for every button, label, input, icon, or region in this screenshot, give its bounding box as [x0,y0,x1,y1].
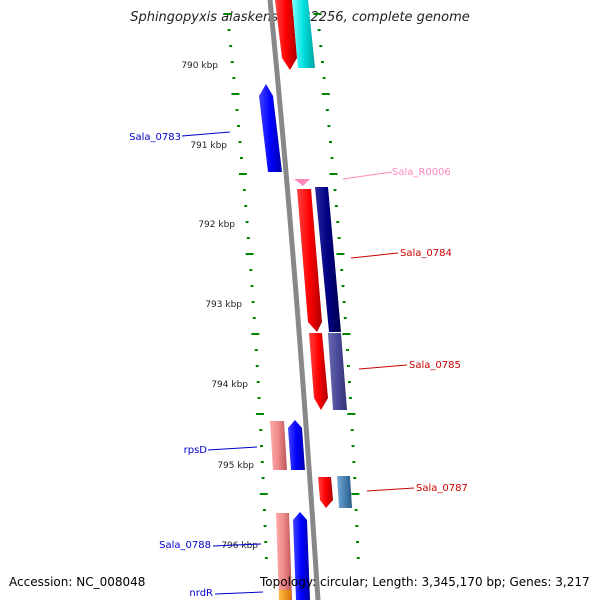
tick-ring-right [313,13,360,559]
ruler-label-793: 793 kbp [205,300,242,310]
gene-pale-red-2[interactable] [276,513,292,600]
gene-pale-red-1[interactable] [270,421,287,470]
gene-sala-0785-red[interactable] [309,333,328,410]
label-sala-0788[interactable]: Sala_0788 [159,540,211,551]
ruler-label-792: 792 kbp [198,220,235,230]
ruler: 790 kbp 791 kbp 792 kbp 793 kbp 794 kbp … [181,61,258,551]
label-sala-0785[interactable]: Sala_0785 [409,360,461,371]
gene-sala-0784-navy[interactable] [315,187,341,332]
accession-text: Accession: NC_008048 [9,575,146,589]
gene-sala-0787-steel[interactable] [337,476,352,508]
gene-nrdr[interactable] [279,590,291,600]
label-leaders [181,131,415,595]
leader-sala-0787 [366,487,415,492]
tick-ring-left [223,13,268,559]
leader-sala-0788 [212,543,262,547]
leader-sala-0784 [350,252,399,259]
ruler-label-794: 794 kbp [211,380,248,390]
gene-rpsd[interactable] [288,420,305,470]
genome-summary-text: Topology: circular; Length: 3,345,170 bp… [260,575,590,589]
ruler-label-791: 791 kbp [190,141,227,151]
leader-nrdr [214,591,264,595]
ruler-label-796: 796 kbp [221,541,258,551]
gene-sala-0783[interactable] [259,84,282,172]
leader-sala-0785 [358,364,408,370]
gene-sala-0785-navy[interactable] [328,333,347,410]
genes [259,0,352,600]
label-sala-0787[interactable]: Sala_0787 [416,483,468,494]
gene-top-cyan[interactable] [292,0,315,68]
ruler-label-795: 795 kbp [217,461,254,471]
leader-sala-r0006 [342,171,393,180]
ruler-label-790: 790 kbp [181,61,218,71]
label-sala-r0006[interactable]: Sala_R0006 [392,167,451,178]
gene-label-group: Sala_0783 Sala_R0006 Sala_0784 Sala_0785… [129,132,468,599]
gene-sala-r0006[interactable] [294,179,310,186]
label-sala-0784[interactable]: Sala_0784 [400,248,452,259]
leader-rpsd [207,446,258,451]
label-nrdr[interactable]: nrdR [189,588,213,599]
gene-sala-0788[interactable] [293,512,310,600]
gene-sala-0787-red[interactable] [318,477,333,508]
gene-sala-0784-red[interactable] [297,189,322,332]
label-rpsd[interactable]: rpsD [184,445,208,456]
label-sala-0783[interactable]: Sala_0783 [129,132,181,143]
leader-sala-0783 [181,131,231,137]
genome-backbone [267,0,321,600]
gene-top-red[interactable] [275,0,297,70]
